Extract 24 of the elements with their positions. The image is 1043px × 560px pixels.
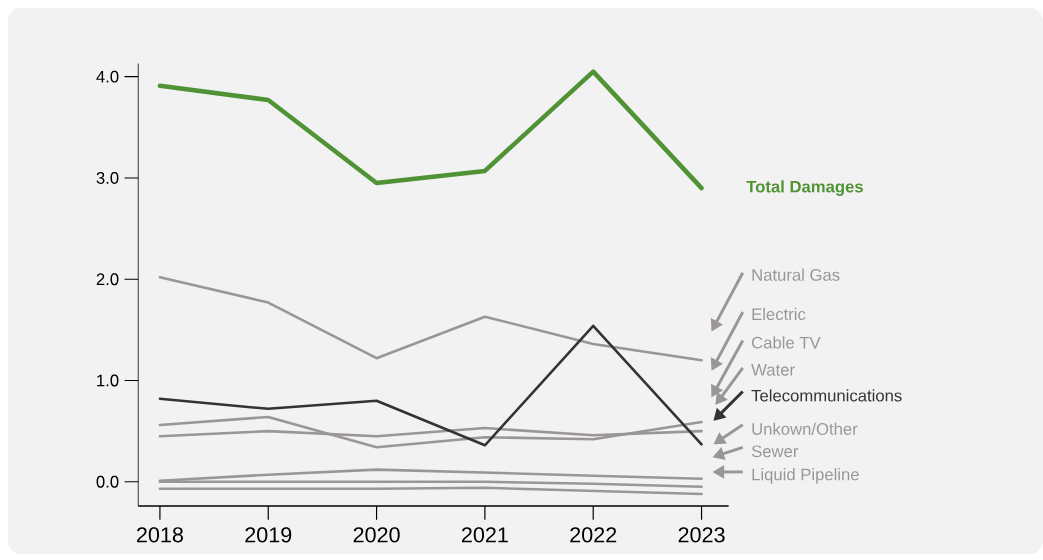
legend-label: Electric — [752, 307, 806, 320]
line-series — [158, 415, 703, 449]
x-tick-label: 2018 — [137, 527, 183, 543]
legend-label: Unkown/Other — [752, 422, 858, 435]
y-tick-label: 2.0 — [96, 273, 119, 286]
legend-label: Sewer — [751, 445, 799, 458]
text: Natural Gas — [752, 268, 840, 281]
y-tick-label: 1.0 — [97, 374, 119, 387]
x-tick-label: 2022 — [570, 527, 617, 543]
legend-label: Liquid Pipeline — [752, 467, 859, 484]
line-series — [158, 275, 703, 362]
x-tick-label: 2023 — [678, 527, 725, 543]
text: Cable TV — [751, 336, 821, 349]
line-series — [158, 324, 703, 447]
text: Total Damages — [746, 180, 863, 196]
legend-label: Water — [751, 363, 795, 376]
x-tick-label: 2020 — [353, 527, 400, 543]
y-tick-label: 3.0 — [96, 171, 119, 184]
legend-label: Telecommunications — [751, 389, 902, 402]
y-tick-label: 0.0 — [96, 475, 119, 488]
line-series — [157, 69, 704, 191]
y-tick-label: 4.0 — [96, 70, 119, 83]
x-tick-label: 2021 — [461, 527, 508, 543]
x-tick-label: 2019 — [245, 527, 292, 543]
